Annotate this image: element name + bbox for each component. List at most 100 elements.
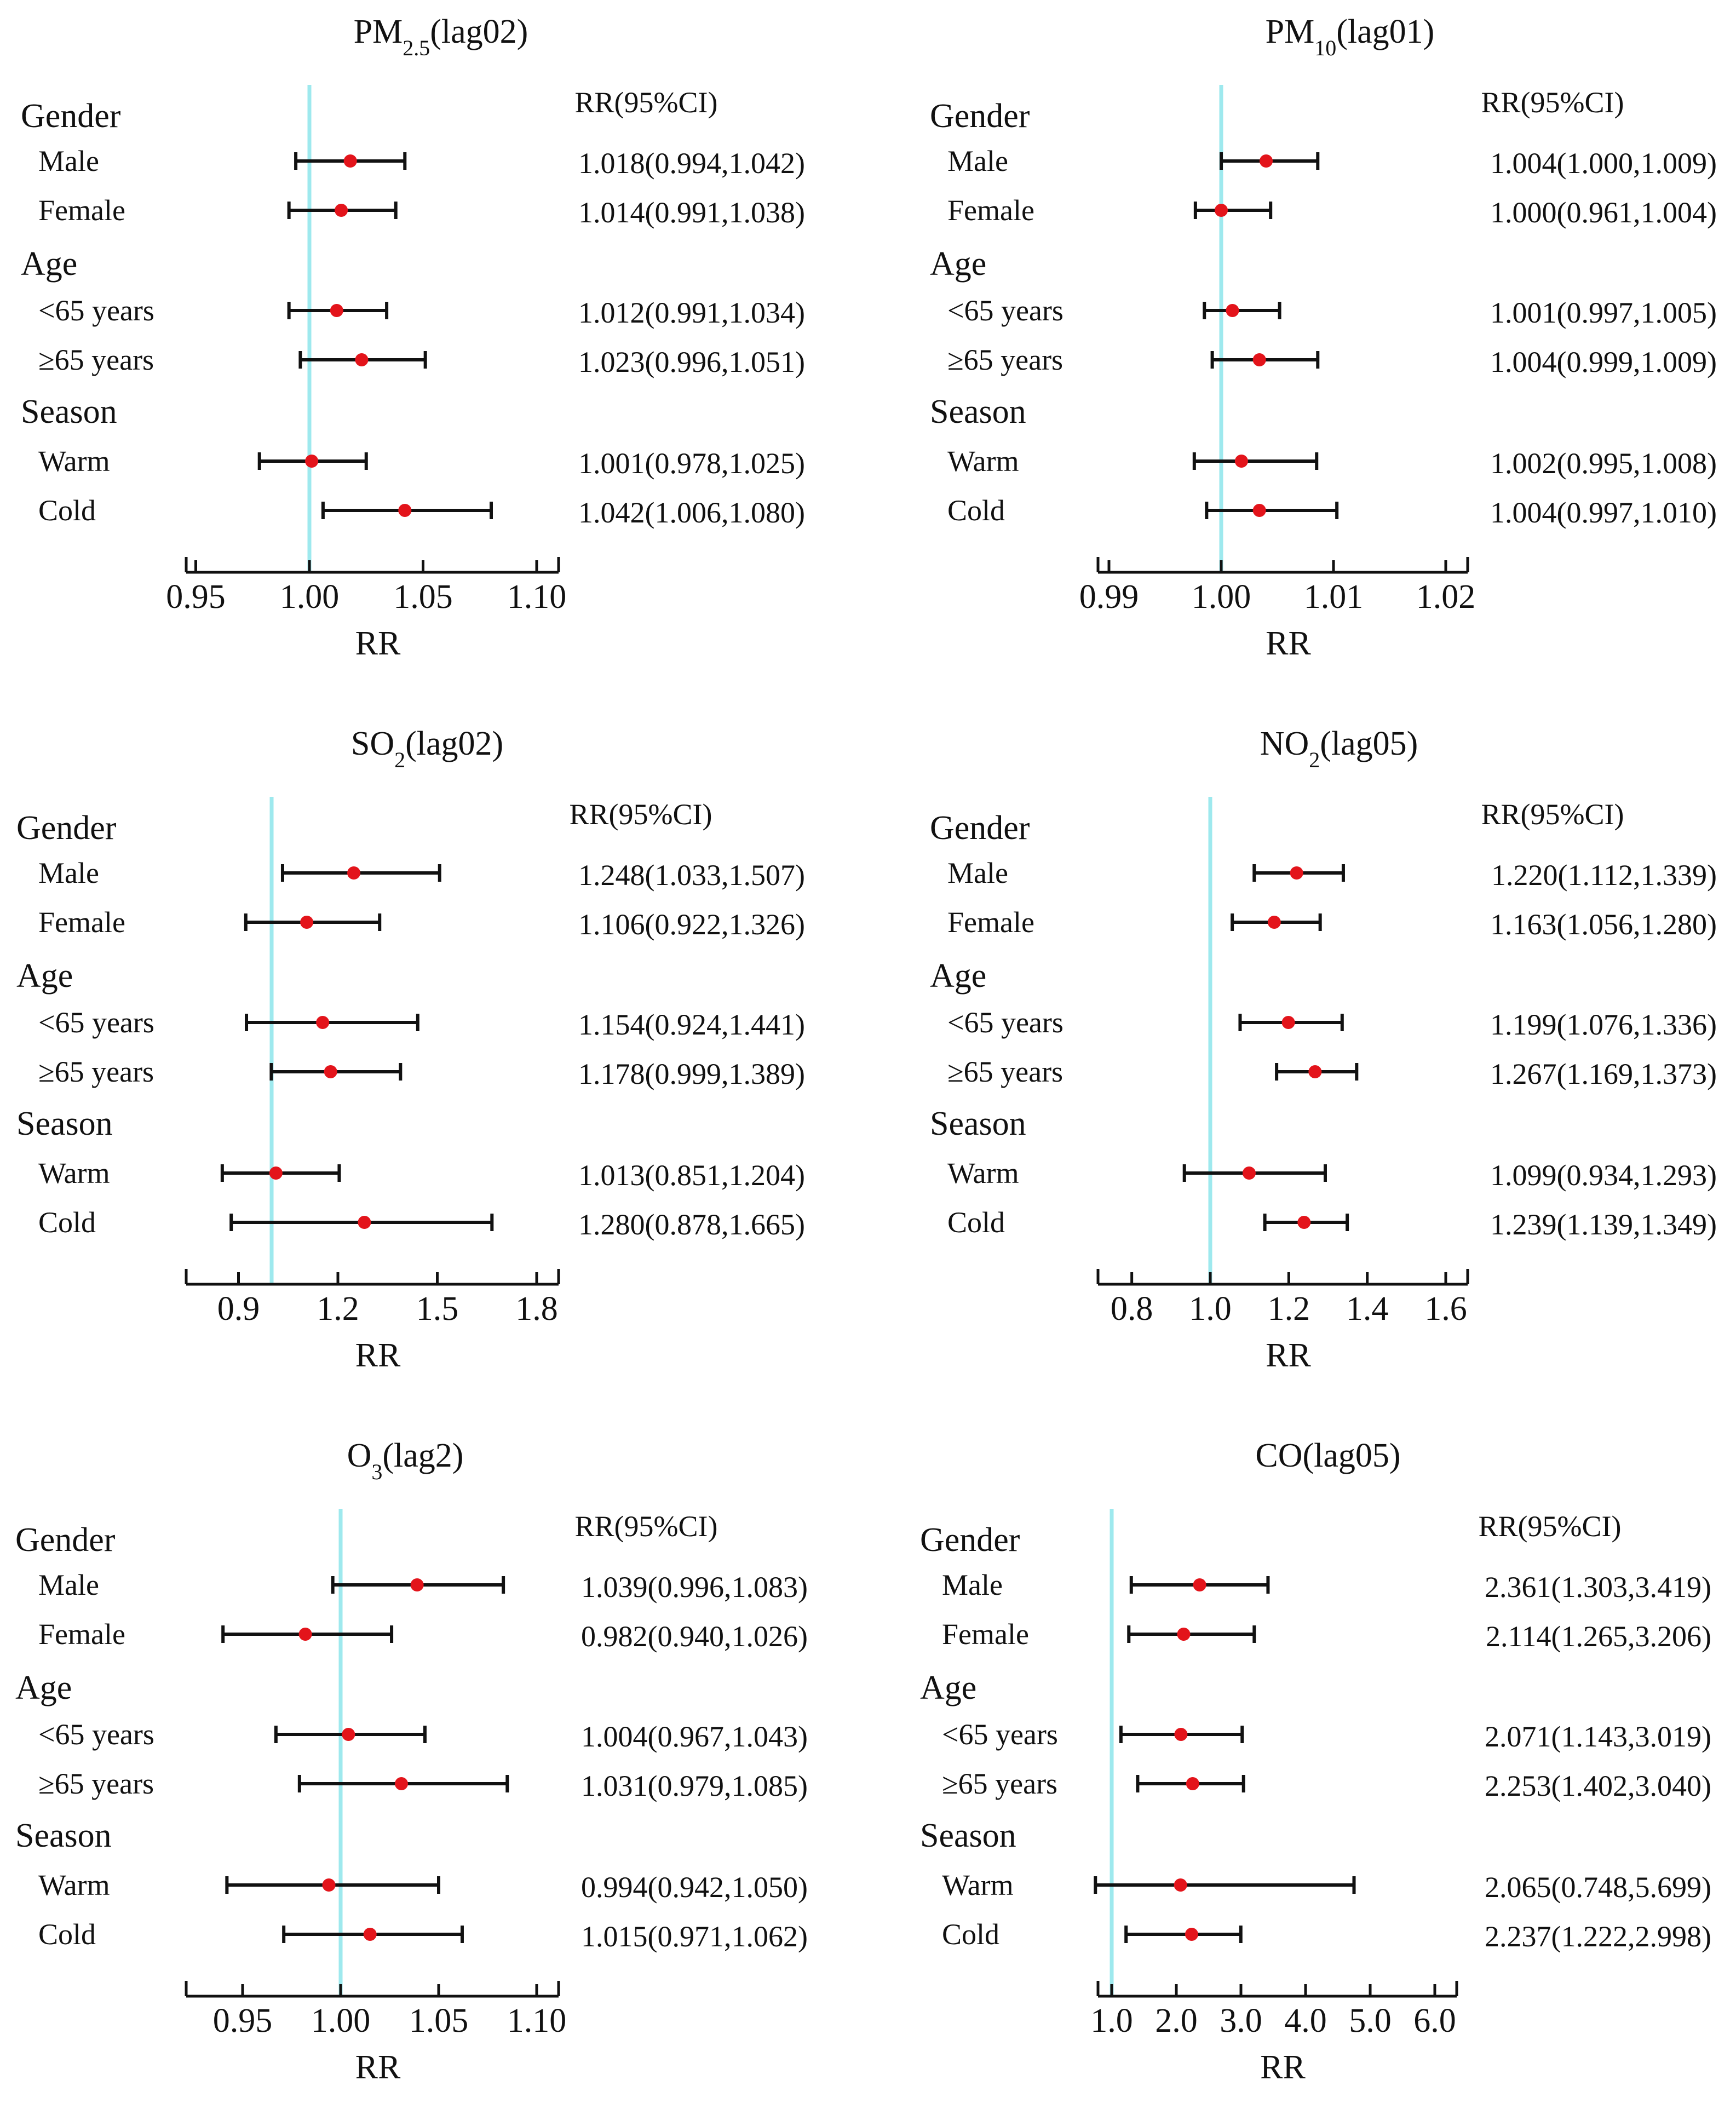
rr-ci-value: 1.001(0.978,1.025) bbox=[578, 447, 805, 480]
rr-point bbox=[398, 504, 412, 517]
x-tick-label: 0.9 bbox=[217, 1290, 260, 1328]
panel-title-main: PM bbox=[1266, 13, 1315, 50]
row-label: Cold bbox=[947, 494, 1005, 527]
panel-title-subscript: 3 bbox=[371, 1459, 382, 1484]
rr-point bbox=[358, 1216, 371, 1229]
row-label: ≥65 years bbox=[38, 1055, 154, 1088]
group-label: Age bbox=[15, 1669, 72, 1706]
x-tick-label: 0.8 bbox=[1111, 1290, 1153, 1328]
row-label: Cold bbox=[38, 494, 96, 527]
panel-title: SO2(lag02) bbox=[351, 725, 503, 772]
rr-ci-value: 1.099(0.934,1.293) bbox=[1490, 1159, 1717, 1192]
rr-point bbox=[343, 154, 357, 168]
row-label: <65 years bbox=[947, 1006, 1064, 1039]
row-label: ≥65 years bbox=[947, 1055, 1063, 1088]
row-label: Warm bbox=[947, 445, 1019, 478]
x-tick-label: 1.4 bbox=[1346, 1290, 1389, 1328]
row-label: ≥65 years bbox=[38, 343, 154, 376]
group-label: Season bbox=[930, 1105, 1026, 1142]
panel-title: PM2.5(lag02) bbox=[354, 13, 528, 60]
row-label: Female bbox=[38, 1618, 125, 1651]
rr-ci-value: 1.015(0.971,1.062) bbox=[581, 1920, 808, 1953]
forest-panel: O3(lag2) RR(95%CI) Gender Male 1.039(0.996,1… bbox=[15, 1437, 808, 2086]
row-label: Cold bbox=[38, 1206, 96, 1239]
ci-column-header: RR(95%CI) bbox=[575, 1510, 718, 1543]
rr-point bbox=[1193, 1578, 1206, 1591]
row-label: ≥65 years bbox=[947, 343, 1063, 376]
x-tick-label: 5.0 bbox=[1349, 2002, 1392, 2039]
rr-ci-value: 2.361(1.303,3.419) bbox=[1485, 1571, 1711, 1604]
group-label: Gender bbox=[21, 97, 121, 135]
x-tick-label: 0.95 bbox=[213, 2002, 273, 2039]
rr-ci-value: 0.982(0.940,1.026) bbox=[581, 1620, 808, 1653]
x-tick-label: 0.99 bbox=[1079, 578, 1139, 616]
panel-title: NO2(lag05) bbox=[1260, 725, 1418, 772]
group-label: Gender bbox=[920, 1521, 1020, 1559]
panel-title-main: PM bbox=[354, 13, 403, 50]
rr-point bbox=[1260, 154, 1273, 168]
x-tick-label: 1.5 bbox=[416, 1290, 459, 1328]
x-tick-label: 1.10 bbox=[507, 2002, 567, 2039]
rr-point bbox=[335, 204, 348, 217]
row-label: Warm bbox=[38, 1869, 110, 1901]
x-tick-label: 1.0 bbox=[1189, 1290, 1232, 1328]
rr-ci-value: 1.023(0.996,1.051) bbox=[578, 346, 805, 378]
group-label: Age bbox=[16, 957, 73, 995]
ci-column-header: RR(95%CI) bbox=[1481, 798, 1624, 831]
x-axis-label: RR bbox=[1266, 1337, 1311, 1374]
rr-point bbox=[1290, 866, 1303, 880]
panel-title-subscript: 2 bbox=[394, 748, 405, 772]
group-label: Gender bbox=[930, 809, 1030, 847]
rr-ci-value: 1.039(0.996,1.083) bbox=[581, 1571, 808, 1604]
rr-ci-value: 1.018(0.994,1.042) bbox=[578, 147, 805, 180]
rr-point bbox=[300, 916, 314, 929]
row-label: Female bbox=[38, 906, 125, 939]
rr-point bbox=[1186, 1777, 1199, 1790]
row-label: Cold bbox=[942, 1918, 999, 1951]
ci-column-header: RR(95%CI) bbox=[1481, 86, 1624, 119]
row-label: <65 years bbox=[947, 294, 1064, 327]
rr-point bbox=[316, 1016, 330, 1029]
panel-title-main: NO bbox=[1260, 725, 1309, 762]
panel-title-subscript: 2.5 bbox=[403, 36, 430, 60]
rr-ci-value: 1.012(0.991,1.034) bbox=[578, 296, 805, 329]
panel-title-suffix: (lag2) bbox=[382, 1437, 463, 1474]
row-label: Male bbox=[947, 857, 1008, 889]
panel-title-main: O bbox=[347, 1437, 372, 1474]
group-label: Season bbox=[930, 393, 1026, 430]
rr-ci-value: 2.253(1.402,3.040) bbox=[1485, 1769, 1711, 1802]
rr-point bbox=[1226, 304, 1239, 317]
forest-panel: PM10(lag01) RR(95%CI) Gender Male 1.004(1.00… bbox=[930, 13, 1717, 662]
rr-ci-value: 1.042(1.006,1.080) bbox=[578, 496, 805, 529]
x-axis-label: RR bbox=[1266, 625, 1311, 662]
rr-ci-value: 1.163(1.056,1.280) bbox=[1490, 908, 1717, 941]
row-label: Warm bbox=[38, 1157, 110, 1189]
rr-point bbox=[355, 353, 369, 366]
rr-ci-value: 0.994(0.942,1.050) bbox=[581, 1871, 808, 1904]
rr-ci-value: 1.004(0.967,1.043) bbox=[581, 1720, 808, 1753]
rr-point bbox=[1252, 353, 1266, 366]
row-label: Warm bbox=[942, 1869, 1014, 1901]
panel-title-main: CO(lag05) bbox=[1255, 1437, 1400, 1474]
rr-ci-value: 1.106(0.922,1.326) bbox=[578, 908, 805, 941]
rr-point bbox=[1252, 504, 1266, 517]
x-axis-label: RR bbox=[1260, 2049, 1306, 2086]
x-tick-label: 4.0 bbox=[1284, 2002, 1327, 2039]
rr-point bbox=[347, 866, 361, 880]
rr-point bbox=[1297, 1216, 1311, 1229]
row-label: ≥65 years bbox=[942, 1767, 1057, 1800]
rr-point bbox=[298, 1628, 312, 1641]
row-label: Female bbox=[38, 194, 125, 227]
group-label: Age bbox=[920, 1669, 976, 1706]
x-tick-label: 1.01 bbox=[1304, 578, 1364, 616]
rr-ci-value: 2.114(1.265,3.206) bbox=[1486, 1620, 1711, 1653]
rr-point bbox=[1234, 455, 1248, 468]
x-tick-label: 1.05 bbox=[409, 2002, 469, 2039]
rr-point bbox=[1174, 1878, 1187, 1892]
rr-point bbox=[1177, 1628, 1191, 1641]
rr-point bbox=[1185, 1928, 1198, 1941]
panel-title-main: SO bbox=[351, 725, 394, 762]
rr-ci-value: 2.237(1.222,2.998) bbox=[1485, 1920, 1711, 1953]
rr-ci-value: 1.002(0.995,1.008) bbox=[1490, 447, 1717, 480]
